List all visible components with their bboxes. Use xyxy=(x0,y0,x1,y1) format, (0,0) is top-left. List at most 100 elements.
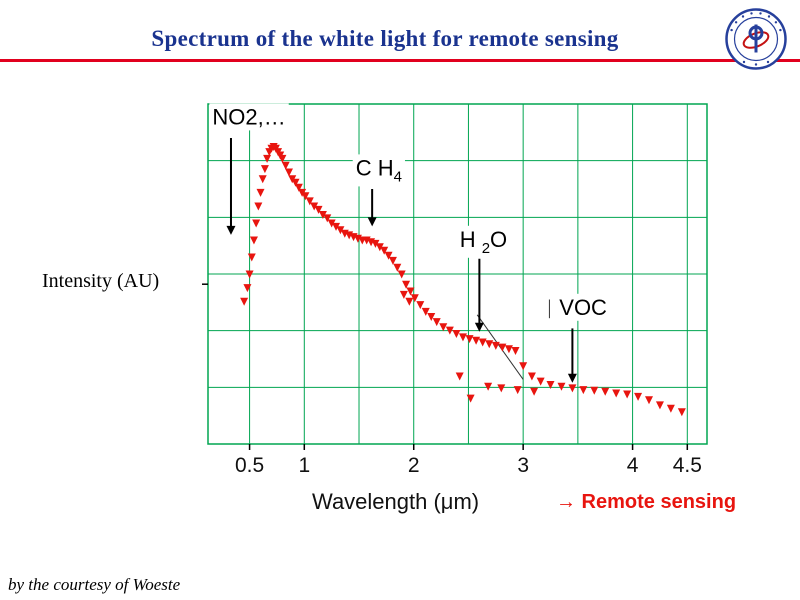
data-point xyxy=(336,226,345,235)
x-tick-label: 3 xyxy=(517,454,529,477)
data-point xyxy=(405,297,414,306)
data-point xyxy=(645,396,654,405)
x-tick-label: 0.5 xyxy=(235,454,264,477)
data-point xyxy=(399,290,408,299)
data-point xyxy=(445,326,454,335)
data-point xyxy=(530,387,539,396)
data-point xyxy=(504,345,513,354)
annotation-no2: NO2,… xyxy=(209,103,289,235)
data-point xyxy=(601,387,610,396)
data-point xyxy=(472,336,481,345)
annotation-ch4: C H4 xyxy=(352,154,405,227)
data-point xyxy=(281,161,290,170)
data-point xyxy=(497,384,506,393)
data-point xyxy=(455,372,464,381)
data-point xyxy=(314,205,323,214)
data-point xyxy=(519,362,528,371)
data-point xyxy=(465,335,474,344)
remote-sensing-label: Remote sensing xyxy=(576,491,737,513)
series-scattered-points xyxy=(399,290,539,403)
right-arrow-icon: → xyxy=(556,491,576,513)
spectrum-chart-svg: 0.5 1 2 3 4 4.5 NO2,… C H4 H 2O VOC xyxy=(202,103,708,477)
data-point xyxy=(458,333,467,342)
annotation-arrowhead xyxy=(567,373,577,383)
data-point xyxy=(393,263,402,272)
data-point xyxy=(258,175,267,184)
data-point xyxy=(243,284,252,293)
data-point xyxy=(249,236,258,245)
data-point xyxy=(323,214,332,223)
data-point xyxy=(247,253,256,262)
title-divider-line xyxy=(0,59,800,62)
annotation-background xyxy=(456,225,511,258)
data-point xyxy=(402,280,411,289)
data-point xyxy=(439,323,448,332)
annotation-label-no2: NO2,… xyxy=(212,104,285,129)
logo-ring-text-dots xyxy=(730,12,782,66)
data-point xyxy=(332,222,341,231)
data-point xyxy=(527,372,536,381)
data-point xyxy=(568,384,577,393)
data-point xyxy=(371,239,380,248)
data-point xyxy=(478,338,487,347)
data-point xyxy=(380,246,389,255)
data-point xyxy=(252,219,261,228)
x-tick-label: 4 xyxy=(627,454,639,477)
data-point xyxy=(397,270,406,279)
x-axis-ticks: 0.5 1 2 3 4 4.5 xyxy=(235,444,702,477)
spectrum-chart: 0.5 1 2 3 4 4.5 NO2,… C H4 H 2O VOC xyxy=(200,102,715,477)
data-point xyxy=(284,168,293,177)
data-point xyxy=(421,307,430,316)
data-point xyxy=(427,313,436,321)
data-point xyxy=(388,256,397,265)
annotation-h2o: H 2O xyxy=(456,225,511,332)
data-point xyxy=(432,318,441,327)
data-point xyxy=(655,401,664,410)
annotation-label-h2o: H 2O xyxy=(460,227,507,257)
annotation-arrowhead xyxy=(474,322,484,332)
data-point xyxy=(557,382,566,391)
data-point xyxy=(294,183,303,192)
credit-text: by the courtesy of Woeste xyxy=(8,575,181,594)
data-point xyxy=(245,270,254,279)
y-axis-label: Intensity (AU) xyxy=(42,270,160,292)
logo-emblem xyxy=(742,24,770,53)
data-point xyxy=(416,301,425,310)
data-point xyxy=(590,386,599,395)
series-white-light-spectrum xyxy=(240,143,686,417)
data-point xyxy=(579,386,588,395)
annotation-background xyxy=(556,293,611,321)
data-point xyxy=(256,188,265,197)
data-point xyxy=(546,381,555,389)
data-point xyxy=(666,404,675,413)
annotation-arrowhead xyxy=(367,217,377,227)
data-point xyxy=(278,154,287,163)
x-tick-label: 4.5 xyxy=(673,454,702,477)
data-point xyxy=(677,408,686,417)
data-point xyxy=(406,287,415,296)
data-point xyxy=(513,386,522,395)
remote-sensing-note: → Remote sensing xyxy=(556,491,736,514)
institute-logo xyxy=(725,8,787,70)
x-axis-label: Wavelength (μm) xyxy=(312,489,480,514)
annotation-label-ch4: C H4 xyxy=(356,155,402,185)
x-tick-label: 1 xyxy=(298,454,310,477)
data-point xyxy=(410,294,419,303)
data-point xyxy=(305,197,314,206)
data-point xyxy=(301,192,310,201)
data-point xyxy=(240,297,249,306)
x-tick-label: 2 xyxy=(408,454,420,477)
data-point xyxy=(318,211,327,219)
data-point xyxy=(623,390,632,399)
data-point xyxy=(310,202,319,211)
annotation-label-voc: VOC xyxy=(559,295,607,320)
data-point xyxy=(254,202,263,211)
data-point xyxy=(612,389,621,398)
data-point xyxy=(466,394,475,403)
slide-title: Spectrum of the white light for remote s… xyxy=(151,26,619,51)
annotation-arrowhead xyxy=(226,225,236,235)
data-point xyxy=(260,165,269,174)
data-point xyxy=(291,178,300,187)
data-point xyxy=(498,343,507,352)
